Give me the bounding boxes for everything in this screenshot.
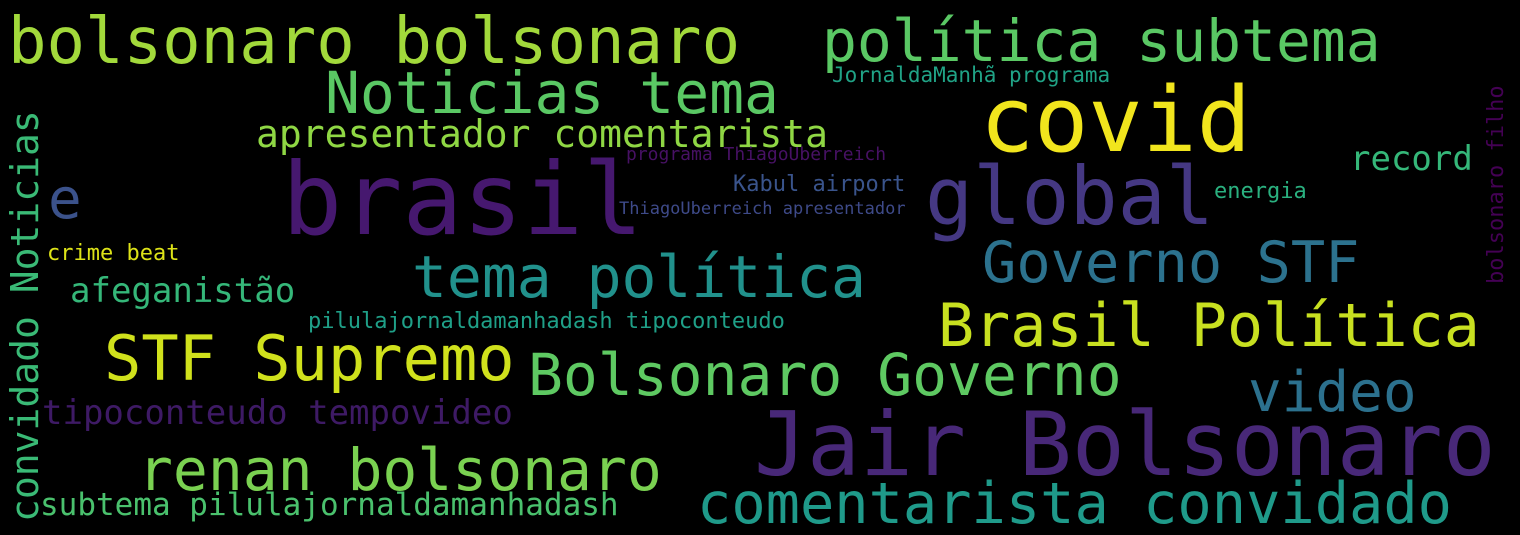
word: e <box>48 167 82 232</box>
word: Noticias tema <box>325 59 779 127</box>
word: apresentador comentarista <box>256 112 828 156</box>
word: tema política <box>412 243 866 311</box>
word: STF Supremo <box>104 322 515 395</box>
word: convidado Noticias <box>3 110 47 522</box>
word: renan bolsonaro <box>138 436 662 504</box>
word: afeganistão <box>70 271 296 311</box>
word: video <box>1248 360 1417 425</box>
word: JornaldaManhã programa <box>832 63 1111 87</box>
word: ThiagoUberreich apresentador <box>619 199 906 219</box>
word: record <box>1350 139 1473 179</box>
word: programa ThiagoUberreich <box>626 144 887 165</box>
word: pilulajornaldamanhadash tipoconteudo <box>308 309 785 334</box>
word: Jair Bolsonaro <box>754 393 1496 496</box>
word: brasil <box>282 141 644 258</box>
word: bolsonaro filho <box>1484 85 1509 284</box>
word: Governo STF <box>982 230 1360 296</box>
word: global <box>925 150 1214 243</box>
word: Brasil Política <box>938 291 1480 361</box>
word: Kabul airport <box>733 172 906 197</box>
word: política subtema <box>822 7 1381 75</box>
word: Bolsonaro Governo <box>528 341 1122 409</box>
word: covid <box>980 68 1251 173</box>
word: energia <box>1214 179 1307 204</box>
word: crime beat <box>47 241 180 266</box>
word: bolsonaro bolsonaro <box>8 5 741 79</box>
word: subtema pilulajornaldamanhadash <box>40 487 619 523</box>
word: tipoconteudo tempovideo <box>42 393 513 433</box>
word: comentarista convidado <box>697 471 1452 535</box>
